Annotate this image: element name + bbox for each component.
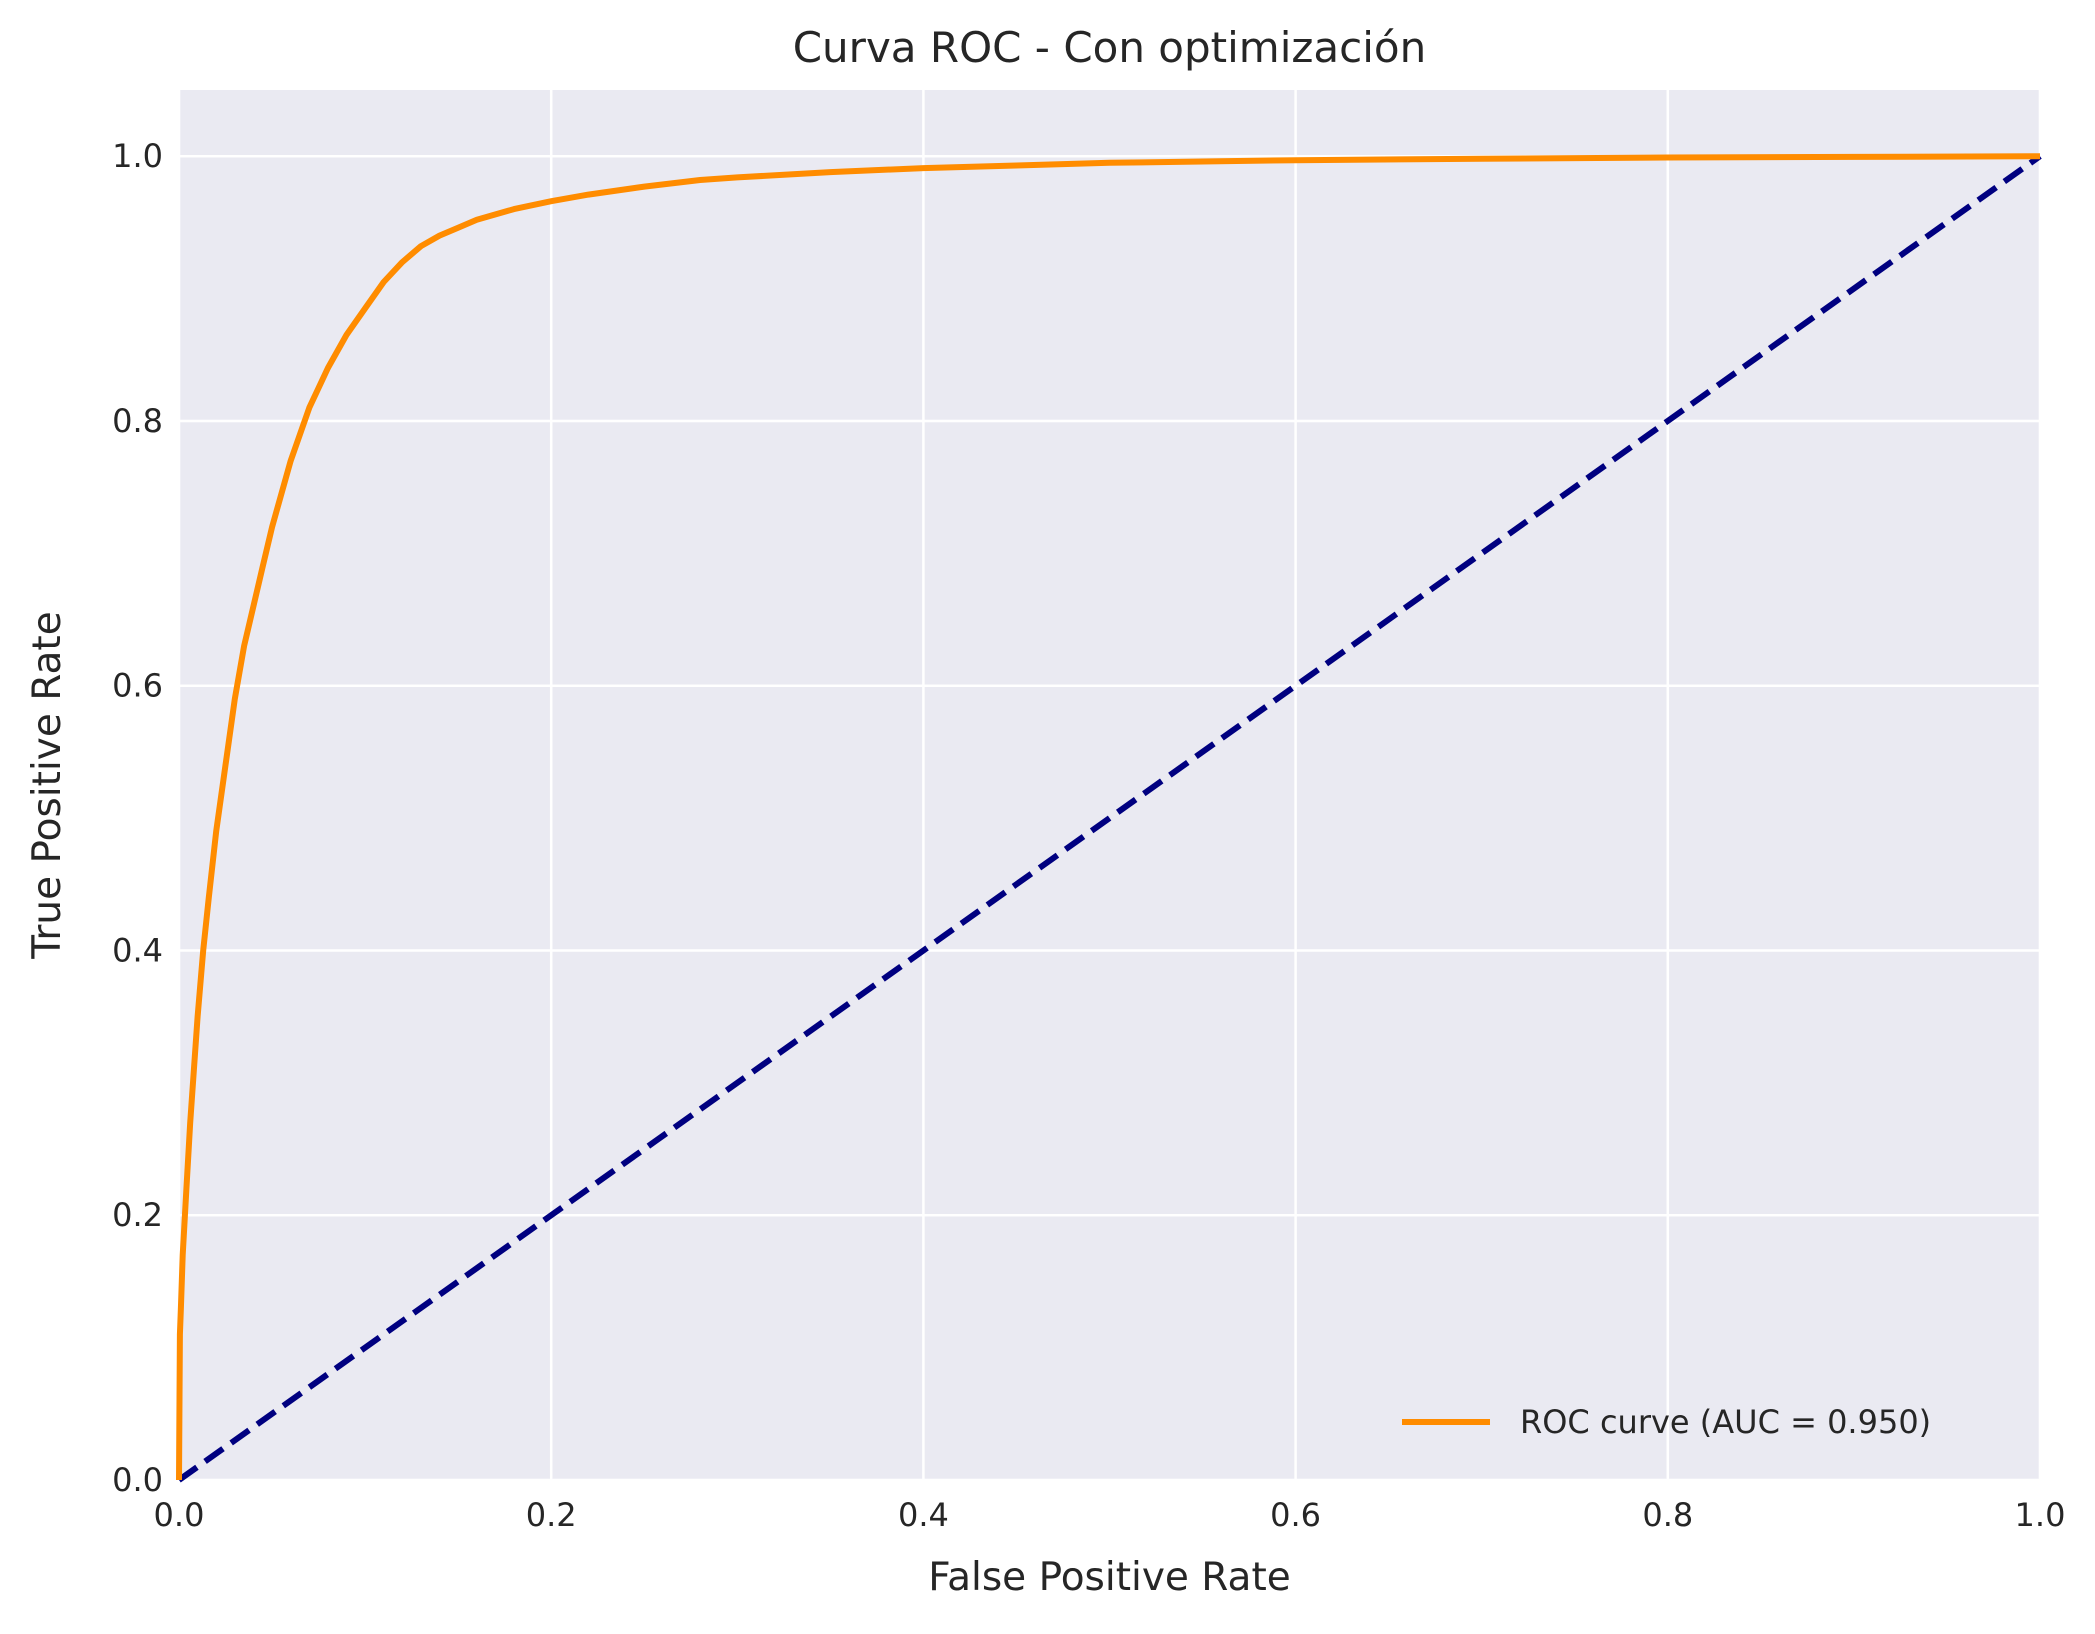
- series-layer: [176, 153, 2042, 1483]
- legend: ROC curve (AUC = 0.950): [1402, 1403, 1931, 1441]
- chart-title: Curva ROC - Con optimización: [793, 23, 1427, 72]
- y-axis-label: True Positive Rate: [25, 611, 70, 959]
- y-tick-label: 0.2: [112, 1196, 163, 1234]
- y-tick-label: 0.0: [112, 1461, 163, 1499]
- x-tick-label: 0.8: [1642, 1496, 1693, 1534]
- y-tick-label: 0.8: [112, 402, 163, 440]
- ticks: 0.0 0.2 0.4 0.6 0.8 1.0 0.0 0.2 0.4 0.6 0.8 1.0: [112, 137, 2065, 1534]
- grid: [177, 90, 2042, 1482]
- x-tick-label: 0.0: [154, 1496, 205, 1534]
- y-tick-label: 0.6: [112, 667, 163, 705]
- random-baseline-line: [177, 153, 2042, 1483]
- x-tick-label: 1.0: [2015, 1496, 2066, 1534]
- x-axis-label: False Positive Rate: [928, 1555, 1290, 1600]
- x-tick-label: 0.6: [1270, 1496, 1321, 1534]
- roc-curve-line: [176, 153, 2041, 1481]
- y-tick-label: 0.4: [112, 931, 163, 969]
- x-tick-label: 0.4: [898, 1496, 949, 1534]
- legend-label-roc: ROC curve (AUC = 0.950): [1520, 1403, 1931, 1441]
- x-tick-label: 0.2: [526, 1496, 577, 1534]
- plot-area: [179, 90, 2040, 1480]
- y-tick-label: 1.0: [112, 137, 163, 175]
